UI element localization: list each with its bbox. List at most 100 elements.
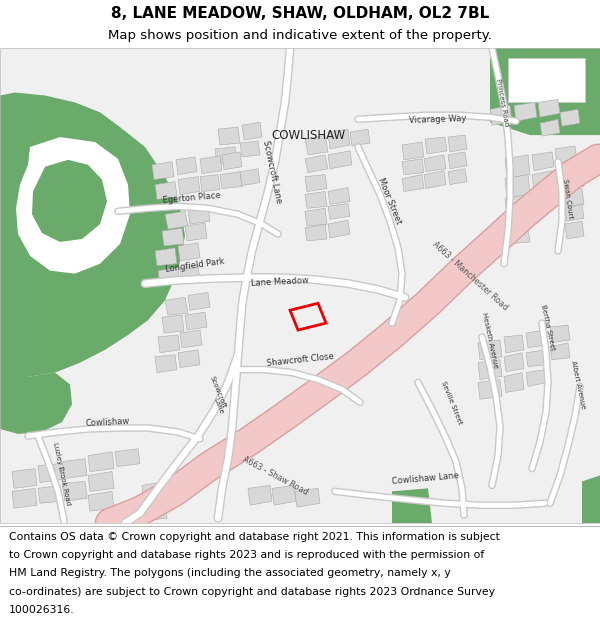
Text: A663 - Manchester Road: A663 - Manchester Road [431, 239, 509, 312]
Polygon shape [328, 220, 350, 238]
Text: Luzley Brook Road: Luzley Brook Road [52, 441, 71, 506]
Polygon shape [200, 156, 222, 174]
Polygon shape [242, 122, 262, 140]
Polygon shape [188, 292, 210, 310]
Polygon shape [185, 223, 207, 241]
Polygon shape [240, 141, 260, 157]
Text: Albert Avenue: Albert Avenue [570, 360, 586, 409]
Polygon shape [526, 330, 547, 348]
Polygon shape [402, 142, 424, 160]
Text: Lane Meadow: Lane Meadow [251, 276, 309, 288]
Polygon shape [220, 172, 242, 189]
Polygon shape [565, 221, 584, 239]
Polygon shape [180, 330, 202, 348]
Polygon shape [240, 169, 260, 186]
Text: to Crown copyright and database rights 2023 and is reproduced with the permissio: to Crown copyright and database rights 2… [9, 551, 484, 561]
Text: Bertha Street: Bertha Street [540, 304, 556, 351]
Text: 8, LANE MEADOW, SHAW, OLDHAM, OL2 7BL: 8, LANE MEADOW, SHAW, OLDHAM, OL2 7BL [111, 6, 489, 21]
Polygon shape [62, 459, 87, 479]
Polygon shape [12, 488, 37, 508]
Text: Egerton Place: Egerton Place [163, 191, 221, 206]
Polygon shape [526, 350, 547, 367]
Text: Shawcroft Close: Shawcroft Close [266, 352, 334, 367]
Polygon shape [165, 298, 188, 315]
Polygon shape [448, 135, 467, 152]
Polygon shape [88, 471, 114, 491]
Text: Lane: Lane [212, 398, 224, 415]
Text: Vicarage Way: Vicarage Way [409, 114, 467, 125]
Polygon shape [180, 265, 200, 282]
Polygon shape [222, 152, 242, 170]
Polygon shape [305, 155, 328, 172]
Polygon shape [532, 171, 554, 191]
Polygon shape [526, 369, 547, 386]
Polygon shape [425, 137, 447, 154]
Polygon shape [178, 177, 200, 194]
Polygon shape [142, 501, 167, 521]
Polygon shape [540, 119, 560, 136]
Polygon shape [505, 194, 530, 214]
Polygon shape [0, 92, 185, 376]
Polygon shape [550, 325, 570, 343]
Polygon shape [215, 147, 237, 164]
Polygon shape [178, 350, 200, 368]
Polygon shape [504, 335, 524, 352]
Text: Longfield Park: Longfield Park [165, 257, 225, 274]
Polygon shape [478, 360, 502, 379]
Polygon shape [504, 352, 524, 372]
Polygon shape [402, 174, 424, 191]
Polygon shape [505, 228, 530, 244]
Text: 100026316.: 100026316. [9, 605, 74, 615]
Polygon shape [424, 171, 446, 189]
Polygon shape [162, 315, 184, 333]
Polygon shape [0, 48, 600, 523]
Polygon shape [392, 488, 432, 523]
Text: Cowlishaw Lane: Cowlishaw Lane [391, 471, 459, 486]
Polygon shape [350, 129, 370, 146]
Polygon shape [165, 211, 188, 229]
Polygon shape [565, 204, 584, 221]
Polygon shape [328, 203, 350, 219]
Polygon shape [305, 191, 327, 208]
Polygon shape [158, 268, 180, 286]
Polygon shape [188, 206, 210, 224]
Polygon shape [16, 137, 130, 274]
Polygon shape [305, 174, 327, 191]
Text: Hesketh Avenue: Hesketh Avenue [481, 311, 499, 368]
Polygon shape [532, 191, 554, 208]
Text: Swan Court: Swan Court [562, 178, 574, 219]
Polygon shape [155, 182, 177, 199]
Text: Princess Road: Princess Road [495, 78, 509, 127]
Polygon shape [424, 155, 446, 172]
Text: Scowcroft: Scowcroft [209, 376, 227, 409]
Polygon shape [158, 335, 180, 352]
Polygon shape [490, 48, 600, 135]
Polygon shape [152, 162, 174, 179]
Polygon shape [328, 151, 352, 169]
Polygon shape [565, 172, 584, 189]
Polygon shape [272, 486, 296, 505]
Polygon shape [200, 174, 220, 191]
Polygon shape [176, 157, 197, 174]
Text: Scowcroft Lane: Scowcroft Lane [261, 139, 283, 204]
Polygon shape [560, 109, 580, 126]
Polygon shape [555, 146, 577, 164]
Polygon shape [62, 481, 87, 501]
Polygon shape [504, 372, 524, 392]
Polygon shape [162, 228, 184, 246]
Polygon shape [12, 469, 37, 488]
Polygon shape [178, 243, 200, 261]
Polygon shape [448, 169, 467, 184]
Polygon shape [88, 452, 114, 471]
Polygon shape [402, 159, 424, 174]
Text: Moor Street: Moor Street [377, 177, 403, 226]
Text: co-ordinates) are subject to Crown copyright and database rights 2023 Ordnance S: co-ordinates) are subject to Crown copyr… [9, 587, 495, 597]
Polygon shape [142, 481, 167, 501]
Polygon shape [155, 248, 177, 266]
Text: COWLISHAW: COWLISHAW [271, 129, 345, 142]
Polygon shape [218, 127, 240, 145]
Polygon shape [305, 224, 327, 241]
Polygon shape [538, 99, 560, 118]
Polygon shape [490, 106, 512, 125]
Polygon shape [38, 486, 62, 503]
